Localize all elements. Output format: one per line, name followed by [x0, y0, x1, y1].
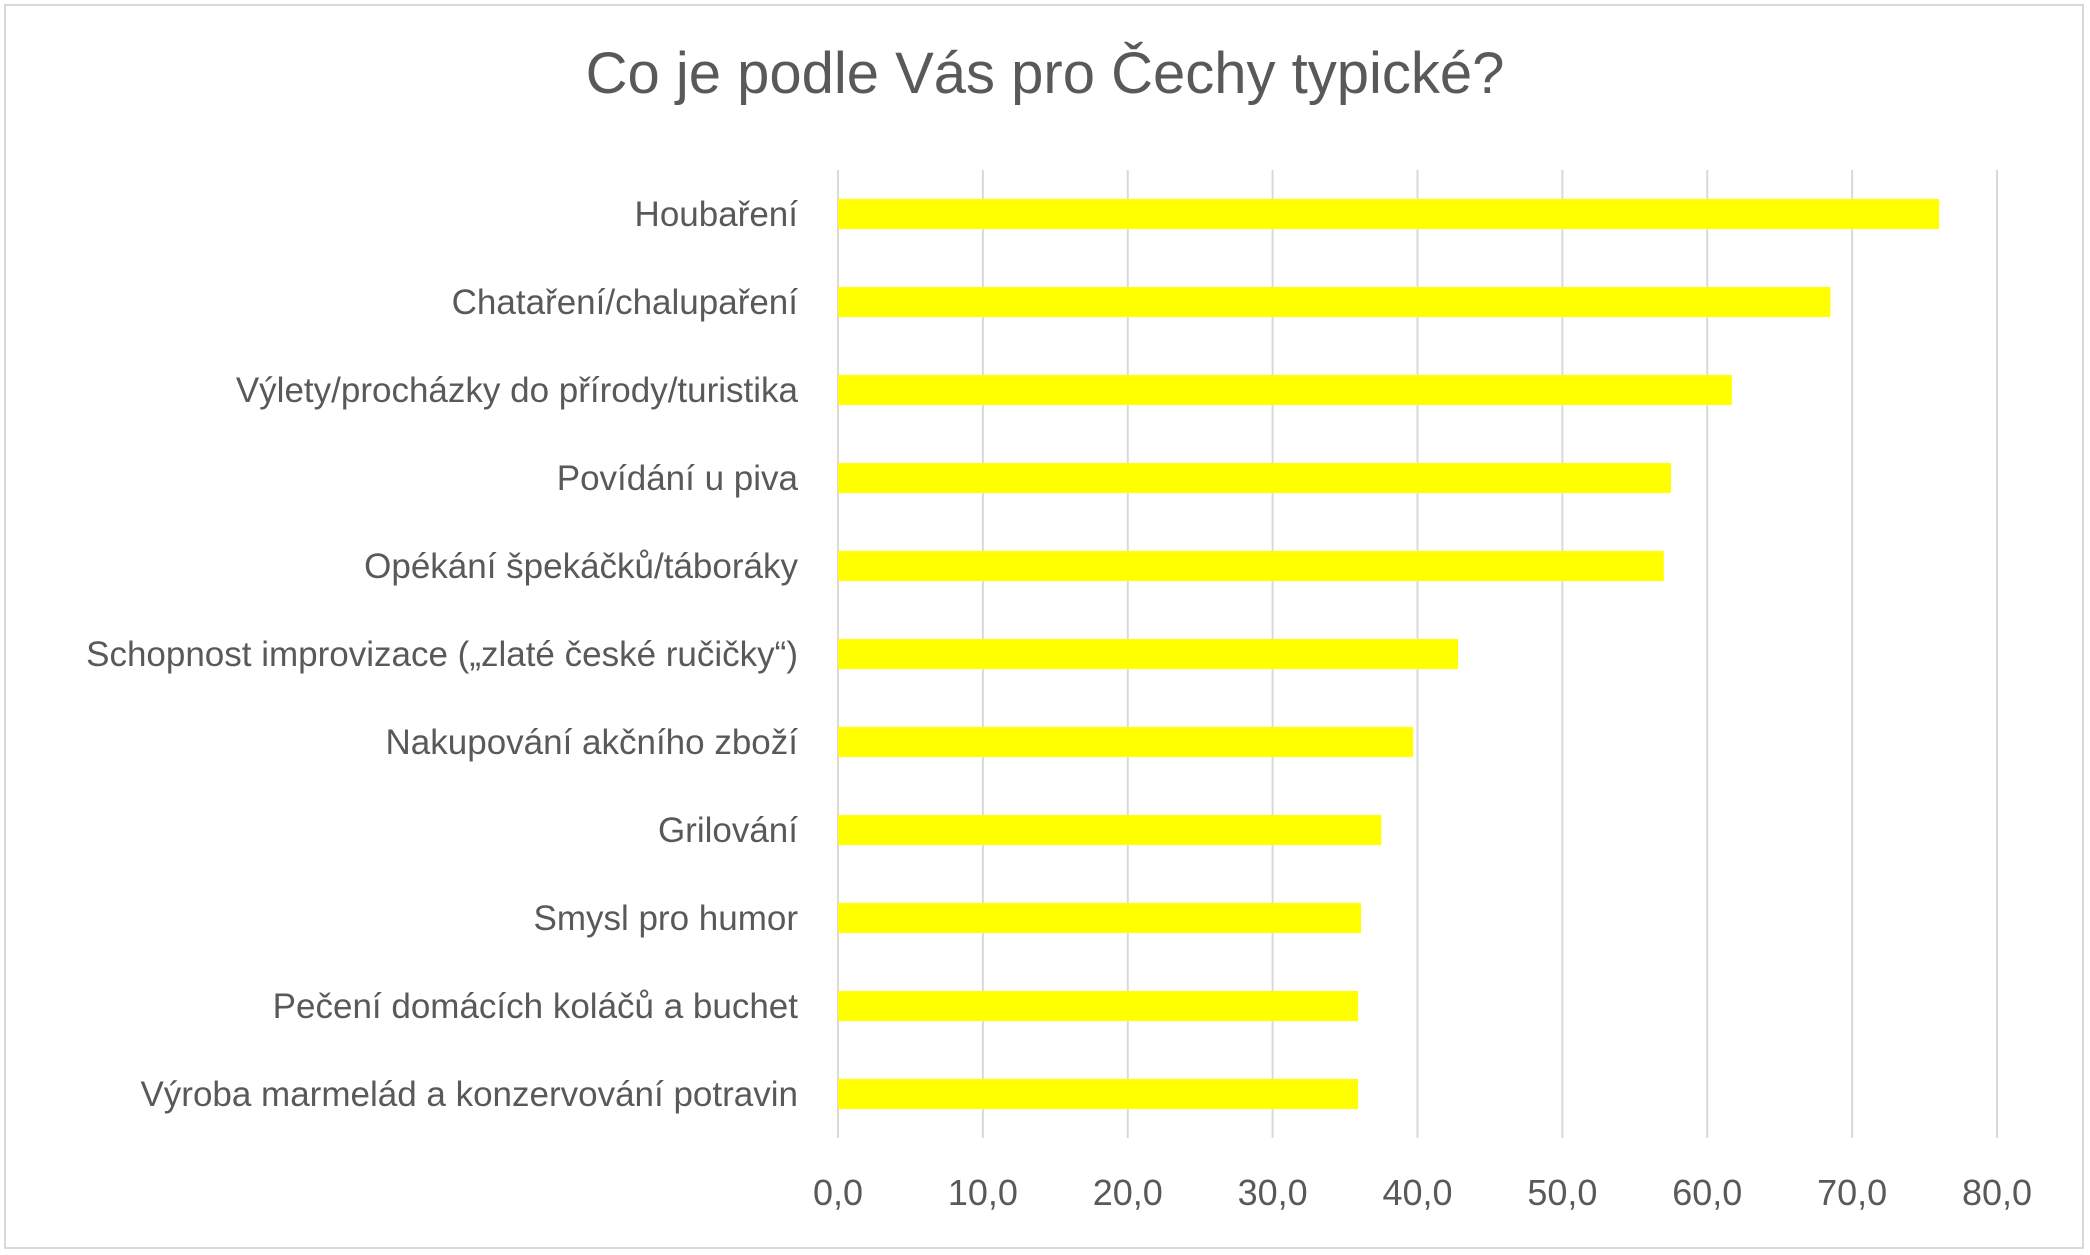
category-label: Pečení domácích koláčů a buchet — [273, 987, 799, 1026]
bar — [838, 903, 1361, 933]
bar — [838, 463, 1672, 493]
category-label: Výlety/procházky do přírody/turistika — [236, 371, 799, 410]
category-label: Schopnost improvizace („zlaté české ruči… — [86, 635, 798, 674]
x-tick-label: 20,0 — [1093, 1172, 1163, 1213]
category-label-layer: Houbaření Chataření/chalupaření Výlety/pro… — [86, 195, 798, 1114]
category-label: Povídání u piva — [557, 459, 799, 498]
bar — [838, 639, 1459, 669]
chart-title: Co je podle Vás pro Čechy typické? — [585, 41, 1505, 106]
x-tick-label: 70,0 — [1817, 1172, 1887, 1213]
tick-label-layer: 0,0 10,0 20,0 30,0 40,0 50,0 60,0 70,0 80,0 — [813, 1172, 2032, 1213]
bar — [838, 1079, 1359, 1109]
x-tick-label: 80,0 — [1962, 1172, 2032, 1213]
x-tick-label: 30,0 — [1238, 1172, 1308, 1213]
x-tick-label: 50,0 — [1527, 1172, 1597, 1213]
x-tick-label: 40,0 — [1382, 1172, 1452, 1213]
category-label: Výroba marmelád a konzervování potravin — [140, 1075, 798, 1114]
x-tick-label: 60,0 — [1672, 1172, 1742, 1213]
category-label: Opékání špekáčků/táboráky — [364, 547, 798, 586]
x-tick-label: 10,0 — [948, 1172, 1018, 1213]
category-label: Houbaření — [635, 195, 799, 234]
category-label: Smysl pro humor — [533, 899, 798, 938]
category-label: Chataření/chalupaření — [452, 283, 799, 322]
bar — [838, 199, 1940, 229]
bar — [838, 991, 1359, 1021]
bar — [838, 815, 1382, 845]
x-tick-label: 0,0 — [813, 1172, 863, 1213]
category-label: Nakupování akčního zboží — [386, 723, 799, 762]
bar — [838, 287, 1831, 317]
bar — [838, 375, 1732, 405]
bar — [838, 551, 1664, 581]
bar-layer — [838, 199, 1940, 1109]
bar — [838, 727, 1414, 757]
category-label: Grilování — [658, 811, 798, 850]
